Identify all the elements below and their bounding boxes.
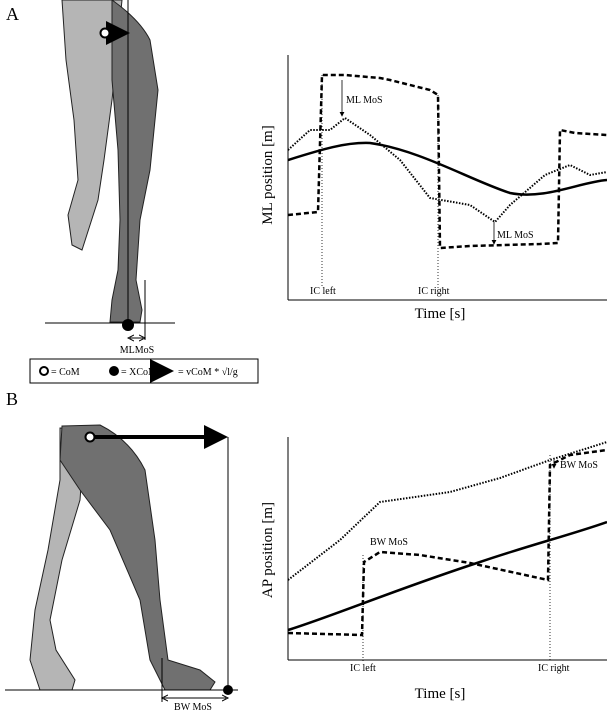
legend-item: = vCoM * √l/g <box>178 367 238 378</box>
plot-b <box>287 437 607 662</box>
event-label: IC right <box>418 286 450 297</box>
mos-label: BW MoS <box>174 702 212 713</box>
annotation: BW MoS <box>560 460 598 471</box>
legend <box>29 358 259 384</box>
legs-side <box>5 424 238 702</box>
plot-a <box>287 55 607 301</box>
event-label: IC right <box>538 663 570 674</box>
legs-front <box>45 0 175 340</box>
event-label: IC left <box>310 286 336 297</box>
annotation: BW MoS <box>370 537 408 548</box>
panel-label: B <box>6 389 18 409</box>
x-axis-label: Time [s] <box>415 686 466 702</box>
legend-item: = CoM <box>51 367 80 378</box>
panel-label: A <box>6 4 19 24</box>
mos-label: MLMoS <box>120 345 154 356</box>
annotation: ML MoS <box>497 230 534 241</box>
y-axis-label: ML position [m] <box>260 125 276 224</box>
annotation: ML MoS <box>346 95 383 106</box>
event-label: IC left <box>350 663 376 674</box>
legend-item: = XCoM <box>121 367 157 378</box>
y-axis-label: AP position [m] <box>260 502 276 598</box>
x-axis-label: Time [s] <box>415 306 466 322</box>
